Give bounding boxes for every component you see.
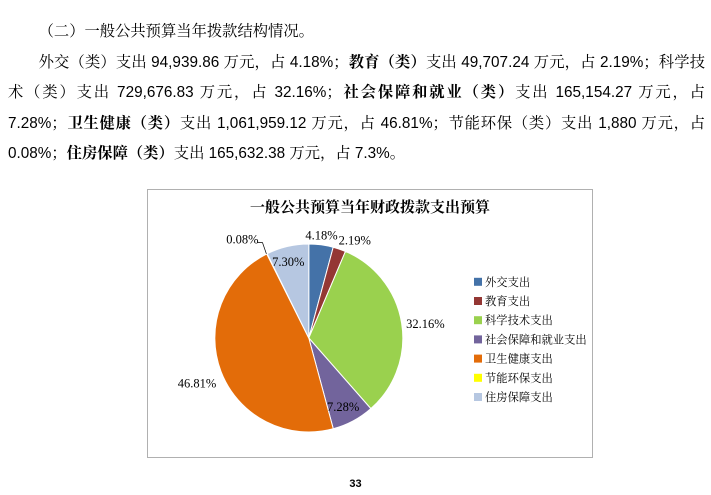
svg-text:教育支出: 教育支出	[485, 294, 530, 308]
svg-text:科学技术支出: 科学技术支出	[485, 313, 553, 327]
svg-text:32.16%: 32.16%	[406, 317, 445, 331]
svg-text:46.81%: 46.81%	[178, 377, 217, 391]
svg-text:2.19%: 2.19%	[339, 234, 371, 248]
svg-text:节能环保支出: 节能环保支出	[485, 371, 553, 385]
svg-text:4.18%: 4.18%	[305, 229, 337, 243]
svg-text:卫生健康支出: 卫生健康支出	[485, 352, 553, 366]
svg-text:外交支出: 外交支出	[485, 275, 530, 289]
svg-text:0.08%: 0.08%	[226, 233, 258, 247]
svg-text:7.28%: 7.28%	[327, 400, 359, 414]
svg-text:7.30%: 7.30%	[272, 255, 304, 269]
svg-text:一般公共预算当年财政拨款支出预算: 一般公共预算当年财政拨款支出预算	[250, 198, 490, 216]
svg-text:社会保障和就业支出: 社会保障和就业支出	[485, 332, 587, 346]
svg-text:住房保障支出: 住房保障支出	[485, 390, 553, 404]
